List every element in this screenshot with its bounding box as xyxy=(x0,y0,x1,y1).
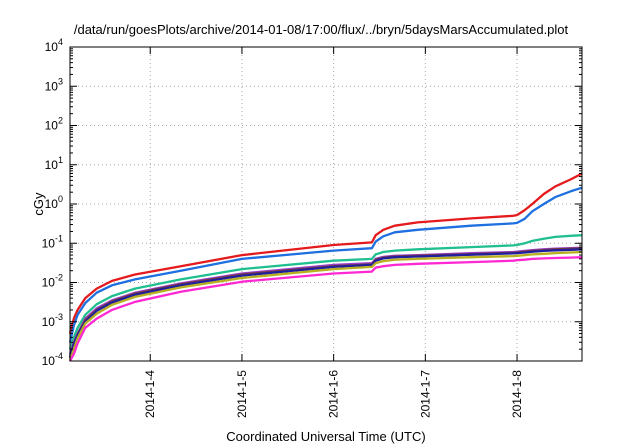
series-line xyxy=(68,172,583,334)
y-tick-label: 10-1 xyxy=(42,233,63,250)
axes: 10-4 10-3 10-2 10-1 100 101 102 103 104 2014-1-4 2… xyxy=(42,37,582,418)
series-line xyxy=(68,248,583,359)
x-axis-label: Coordinated Universal Time (UTC) xyxy=(226,429,425,444)
x-tick-label: 2014-1-7 xyxy=(418,370,432,418)
series-line xyxy=(68,256,583,362)
series-line xyxy=(68,246,583,355)
x-tick-label: 2014-1-8 xyxy=(510,370,524,418)
series-line xyxy=(68,250,583,362)
x-tick-label: 2014-1-5 xyxy=(235,370,249,418)
y-axis-label: cGy xyxy=(31,192,46,216)
y-tick-label: 10-4 xyxy=(42,351,63,368)
y-tick-label: 102 xyxy=(45,116,63,133)
y-tick-label: 10-3 xyxy=(42,312,63,329)
grid xyxy=(70,47,582,361)
series-line xyxy=(68,234,583,350)
x-tick-label: 2014-1-6 xyxy=(327,370,341,418)
chart-title: /data/run/goesPlots/archive/2014-01-08/1… xyxy=(74,22,569,37)
y-tick-label: 100 xyxy=(45,194,63,211)
y-tick-label: 103 xyxy=(45,76,63,93)
x-tick-label: 2014-1-4 xyxy=(143,370,157,418)
y-tick-label: 10-2 xyxy=(42,273,63,290)
y-tick-label: 101 xyxy=(45,155,63,172)
y-tick-label: 104 xyxy=(45,37,63,54)
series-line xyxy=(68,186,583,343)
series-lines xyxy=(68,172,583,362)
